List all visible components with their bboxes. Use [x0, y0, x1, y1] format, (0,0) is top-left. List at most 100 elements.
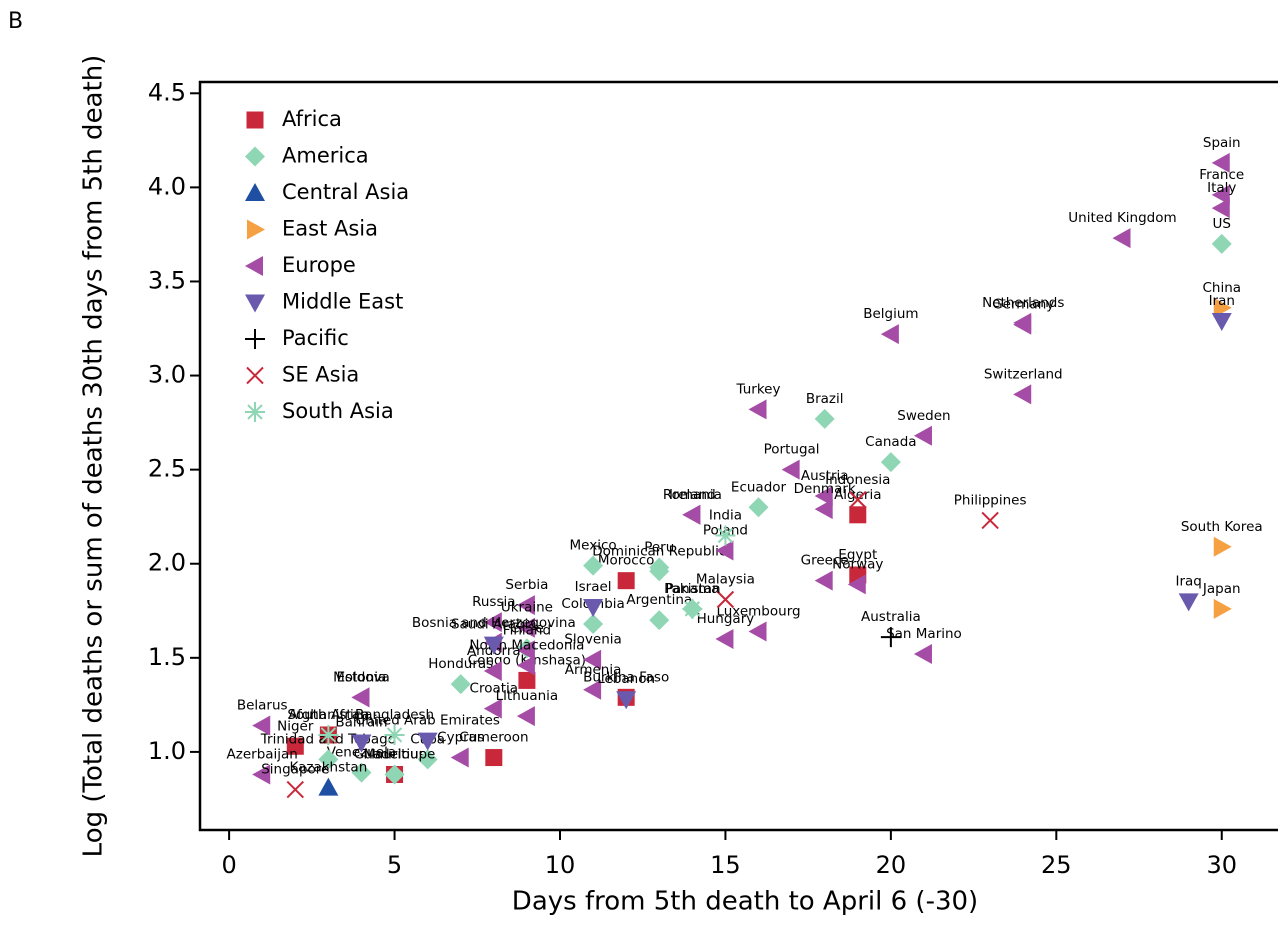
point-label: Denmark [794, 481, 856, 497]
point-label: Netherlands [982, 295, 1064, 311]
point-label: Norway [832, 556, 883, 572]
point-label: Kazakhstan [289, 760, 367, 776]
point [583, 599, 604, 618]
point-label: Australia [861, 609, 921, 625]
x-tick-label: 5 [387, 851, 402, 879]
point [450, 674, 471, 695]
point [748, 399, 767, 420]
point-label: San Marino [886, 626, 962, 642]
point [483, 660, 502, 681]
legend-label: Europe [282, 253, 356, 277]
point-label: Belarus [237, 698, 288, 714]
point-label: Sweden [897, 408, 950, 424]
point [1112, 228, 1131, 249]
point [716, 590, 735, 609]
point [417, 749, 438, 770]
point-label: Lebanon [597, 671, 655, 687]
point [649, 610, 670, 631]
point-label: Finland [503, 622, 551, 638]
legend-label: Africa [282, 107, 342, 131]
legend-marker [247, 219, 265, 240]
point-label: Lithuania [496, 688, 559, 704]
point-label: Greece [801, 553, 849, 569]
point [649, 557, 670, 578]
point [583, 555, 604, 576]
point-label: France [1199, 167, 1244, 183]
point-label: Honduras [428, 656, 493, 672]
point [682, 598, 703, 619]
point [583, 613, 604, 634]
point [1213, 297, 1232, 318]
point-label: Afghanistan [288, 707, 368, 723]
legend-label: SE Asia [282, 363, 359, 387]
point [351, 687, 370, 708]
point-label: Iran [1209, 293, 1235, 309]
point-label: Slovenia [564, 632, 621, 648]
point [516, 706, 535, 727]
point-label: Germany [992, 297, 1054, 313]
point [583, 649, 602, 670]
point-label: Bosnia and Herzegovina [412, 615, 576, 631]
point [715, 525, 736, 546]
point-label: Burkina Faso [583, 669, 669, 685]
point [1213, 536, 1232, 557]
legend-label: South Asia [282, 399, 394, 423]
legend-marker [245, 294, 265, 313]
y-tick-label: 3.5 [148, 266, 186, 294]
point [483, 636, 504, 655]
point [485, 749, 503, 767]
legend-marker [245, 183, 265, 201]
y-tick-label: 4.0 [148, 172, 186, 200]
point-label: Switzerland [984, 366, 1063, 382]
point [583, 679, 602, 700]
point-label: Bangladesh [355, 707, 434, 723]
y-tick-label: 2.5 [148, 455, 186, 483]
legend-label: East Asia [282, 217, 378, 241]
point [1211, 198, 1230, 219]
point-label: Argentina [626, 592, 692, 608]
point [1213, 598, 1232, 619]
point-label: Mexico [570, 538, 617, 554]
legend-label: America [282, 144, 369, 168]
point-label: South Korea [1181, 519, 1263, 535]
point-label: Austria [801, 468, 849, 484]
point-label: Estonia [337, 669, 387, 685]
point-label: Brazil [806, 391, 844, 407]
point-label: Ecuador [731, 479, 787, 495]
point [847, 574, 866, 595]
point-label: United Arab Emirates [355, 713, 499, 729]
point-label: Turkey [736, 381, 781, 397]
legend-label: Pacific [282, 326, 349, 350]
y-tick-label: 1.0 [148, 737, 186, 765]
point [286, 780, 305, 799]
point-label: Philippines [954, 492, 1027, 508]
x-axis-title: Days from 5th death to April 6 (-30) [512, 887, 978, 917]
point [516, 595, 535, 616]
point-label: Peru [644, 539, 674, 555]
point [880, 452, 901, 473]
point [616, 691, 637, 710]
point [748, 621, 767, 642]
point [518, 671, 536, 689]
point-label: Guadeloupe [354, 746, 436, 762]
panel-label: B [8, 9, 23, 34]
y-axis-title: Log (Total deaths or sum of deaths 30th … [79, 55, 109, 858]
point [318, 724, 339, 745]
point [516, 640, 535, 661]
point [880, 324, 899, 345]
legend-marker [245, 146, 265, 167]
point-label: Morocco [598, 553, 655, 569]
point-label: India [709, 508, 742, 524]
point-label: Iraq [1175, 573, 1201, 589]
point [981, 511, 999, 530]
point [814, 570, 833, 591]
point-label: Croatia [470, 681, 519, 697]
point-label: Armenia [565, 662, 622, 678]
point [715, 629, 734, 650]
legend-label: Middle East [282, 290, 403, 314]
legend-marker [245, 256, 263, 276]
point [417, 732, 438, 751]
plot-frame [198, 80, 1278, 832]
point [318, 749, 339, 770]
